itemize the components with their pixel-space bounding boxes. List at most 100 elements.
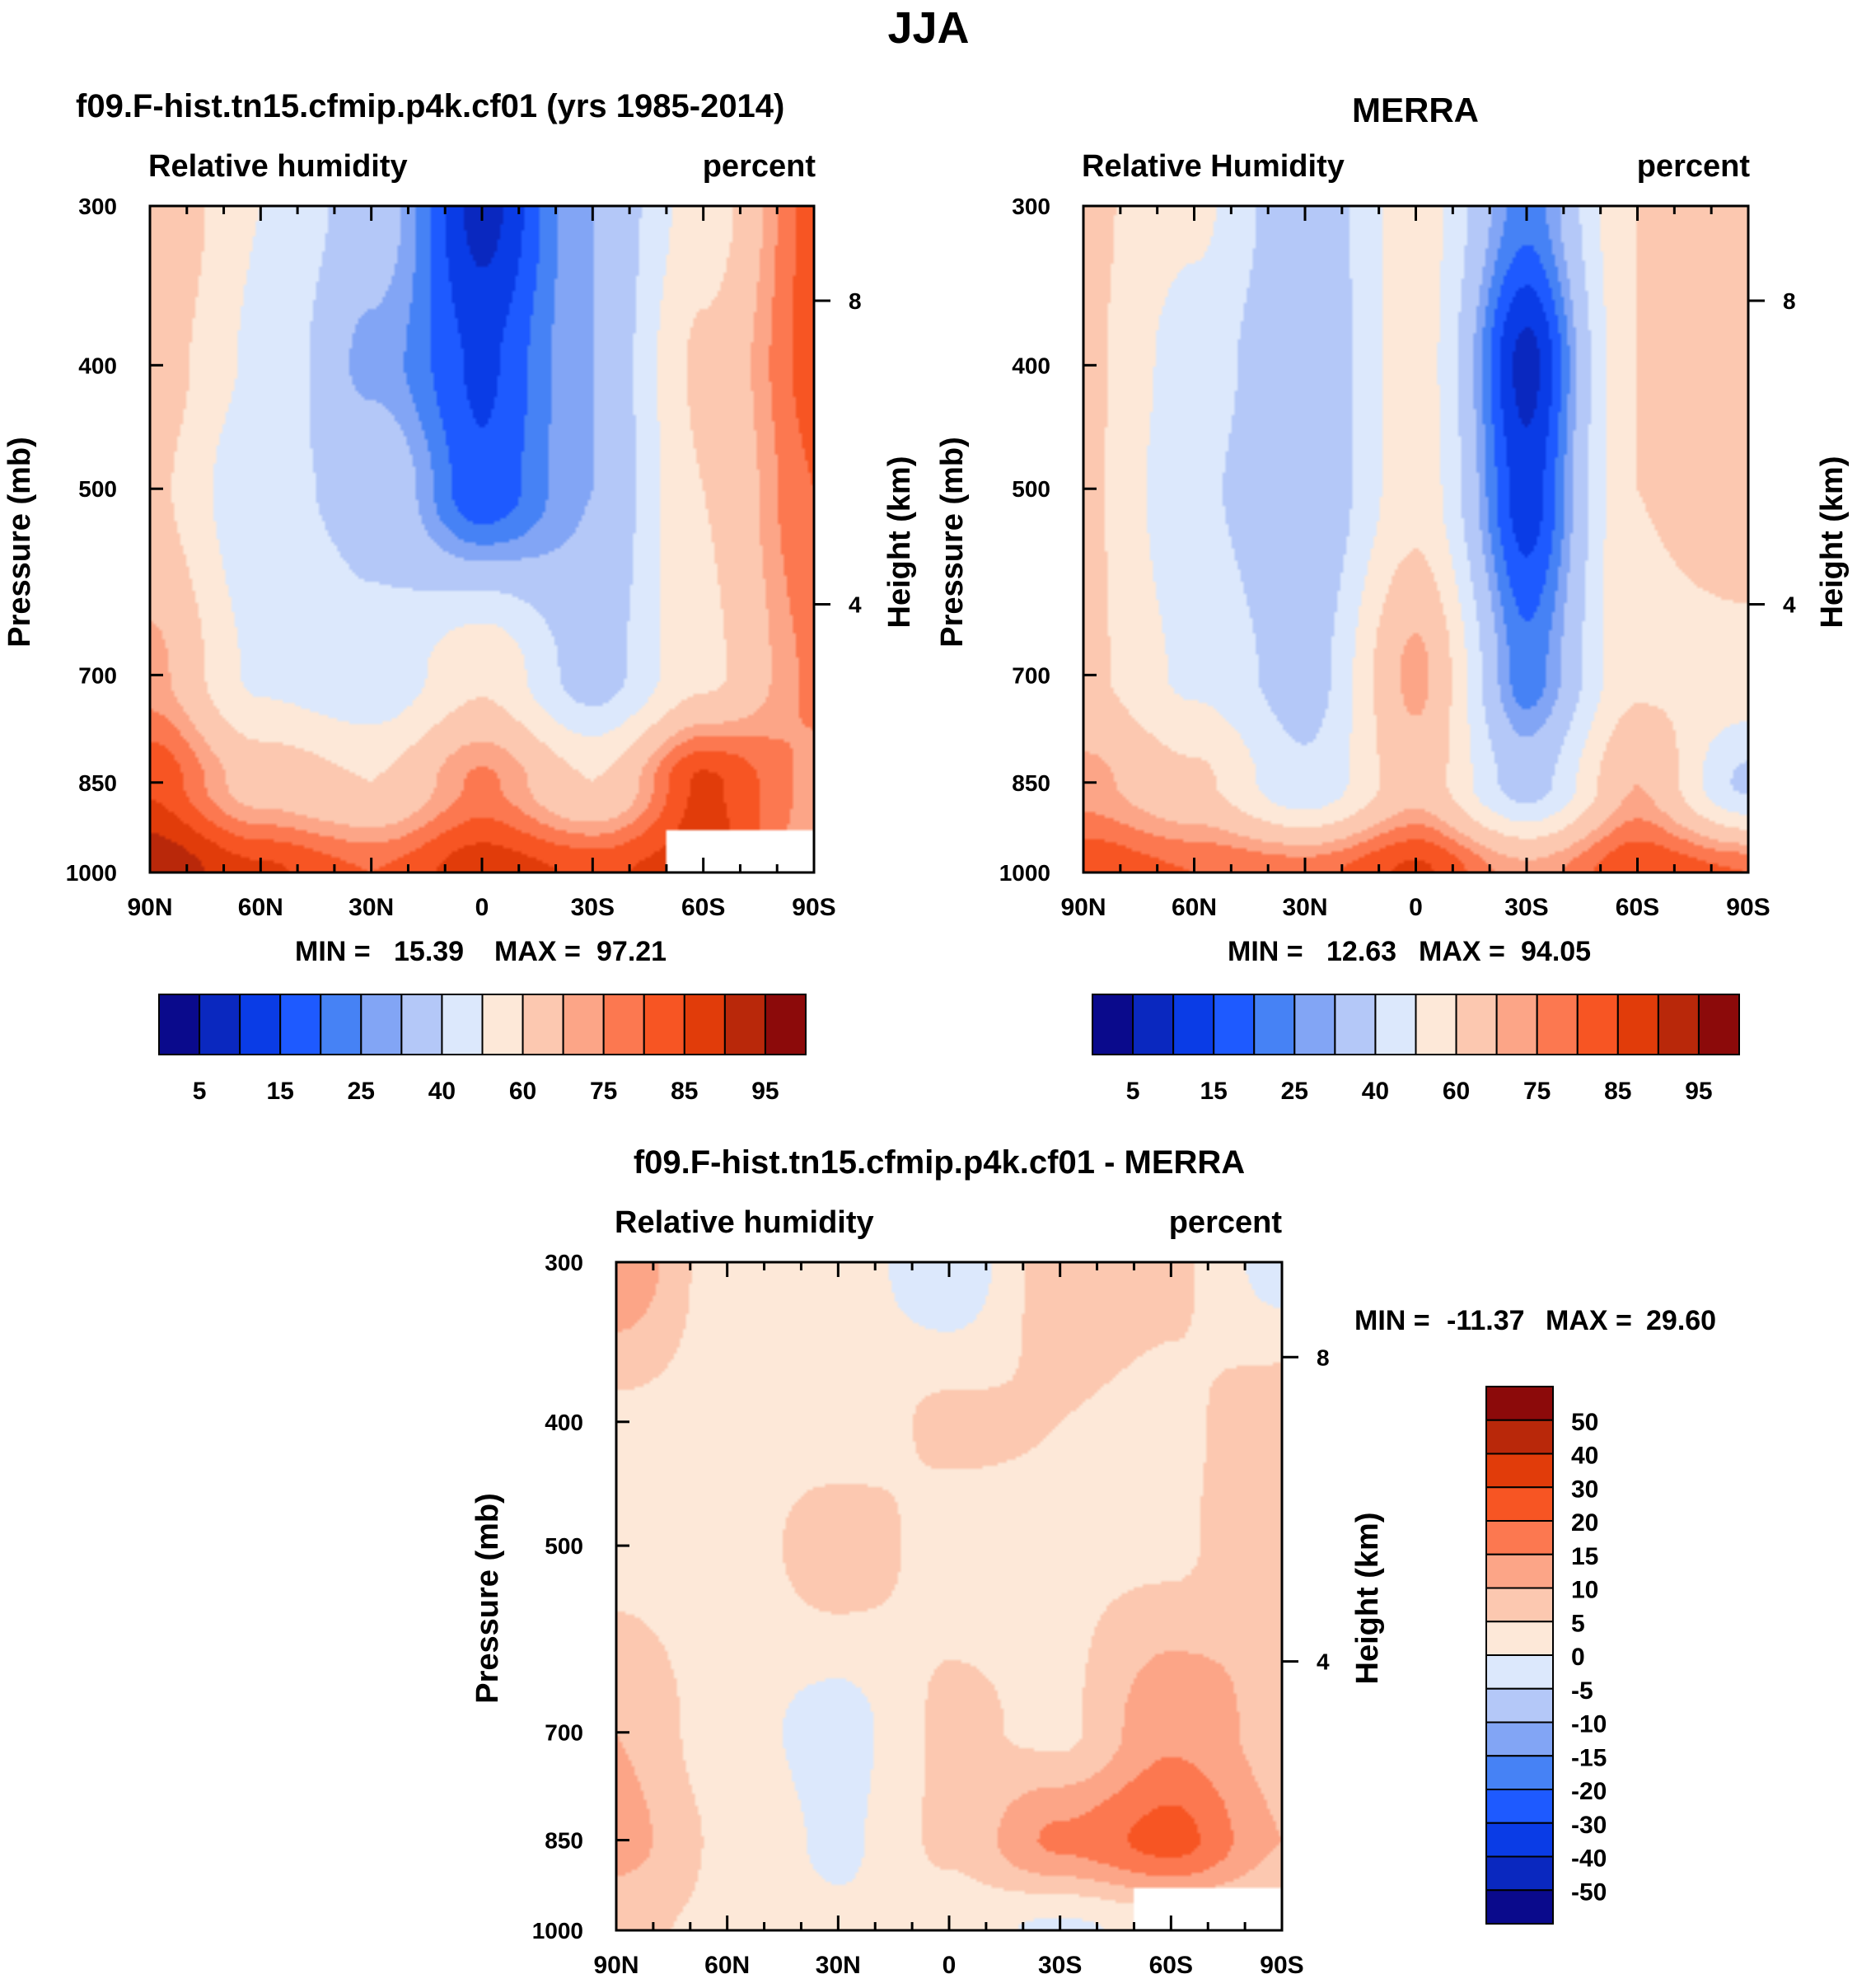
colorbar-box [1455, 994, 1498, 1055]
colorbar-label: -15 [1571, 1744, 1607, 1771]
colorbar-box [1657, 994, 1700, 1055]
contour-fill [616, 1262, 1282, 1930]
contour-plot: 90N 60N 30N 0 30S 60S 90S 300 400 500 700 850 1000 8 4 [532, 1250, 1330, 1979]
y-tick-label: 300 [1012, 194, 1050, 219]
colorbar-label: 60 [509, 1078, 536, 1105]
colorbar-abs: 5 15 25 40 60 75 85 95 [158, 994, 807, 1105]
colorbar-box [1485, 1520, 1554, 1555]
colorbar-box [239, 994, 282, 1055]
y-tick-label: 400 [78, 353, 117, 378]
panel-model: f09.F-hist.tn15.cfmip.p4k.cf01 (yrs 1985… [2, 88, 917, 1105]
colorbar-box [1293, 994, 1336, 1055]
y-tick-label: 850 [78, 770, 117, 796]
colorbar-box [1485, 1486, 1554, 1522]
colorbar-box [1697, 994, 1740, 1055]
x-tick-label: 90S [1260, 1952, 1303, 1979]
colorbar-box [1485, 1386, 1554, 1421]
y-axis-label: Pressure (mb) [2, 437, 37, 648]
colorbar-label: -10 [1571, 1711, 1607, 1738]
panel-units-label: percent [1637, 149, 1751, 184]
colorbar-box [1334, 994, 1377, 1055]
colorbar-box [1374, 994, 1417, 1055]
min-max-stats: MIN = 15.39 MAX = 97.21 [295, 936, 667, 967]
y2-tick-label: 8 [849, 288, 862, 314]
colorbar-label: 15 [1200, 1078, 1228, 1105]
y-axis-right-label: Height (km) [1815, 456, 1850, 629]
colorbar-box [320, 994, 363, 1055]
y-tick-label: 850 [545, 1828, 583, 1854]
y-axis-label: Pressure (mb) [935, 437, 970, 648]
colorbar-box [1485, 1755, 1554, 1790]
panel-title: f09.F-hist.tn15.cfmip.p4k.cf01 (yrs 1985… [76, 88, 784, 124]
colorbar-box [1213, 994, 1256, 1055]
contour-fill [1083, 206, 1748, 872]
y-tick-label: 400 [545, 1410, 583, 1435]
colorbar-abs: 5 15 25 40 60 75 85 95 [1092, 994, 1740, 1105]
colorbar-label: 5 [1571, 1610, 1585, 1637]
min-label: MIN = [1354, 1305, 1430, 1336]
colorbar-box [1576, 994, 1619, 1055]
colorbar-label: 50 [1571, 1409, 1598, 1436]
y2-tick-label: 4 [849, 592, 862, 617]
y-axis-label: Pressure (mb) [470, 1493, 505, 1704]
panel-units-label: percent [703, 149, 816, 184]
max-value: 97.21 [596, 936, 667, 967]
max-value: 29.60 [1646, 1305, 1716, 1336]
y-tick-label: 500 [78, 476, 117, 502]
colorbar-box [1485, 1654, 1554, 1690]
y-axis-right-label: Height (km) [882, 456, 917, 629]
x-tick-label: 0 [475, 894, 489, 921]
panel-units-label: percent [1169, 1205, 1283, 1240]
colorbar-label: -30 [1571, 1812, 1607, 1839]
colorbar-box [199, 994, 241, 1055]
y-tick-label: 1000 [999, 860, 1050, 886]
x-tick-label: 0 [1409, 894, 1423, 921]
x-tick-label: 0 [943, 1952, 957, 1979]
colorbar-box [764, 994, 807, 1055]
x-tick-label: 30S [571, 894, 615, 921]
colorbar-label: 25 [348, 1078, 375, 1105]
colorbar-box [400, 994, 443, 1055]
y-tick-label: 700 [545, 1720, 583, 1746]
min-label: MIN = [295, 936, 371, 967]
min-value: 12.63 [1326, 936, 1396, 967]
y-tick-label: 700 [78, 662, 117, 688]
colorbar-box [1132, 994, 1175, 1055]
x-tick-label: 90S [792, 894, 835, 921]
colorbar-box [562, 994, 605, 1055]
min-value: -11.37 [1447, 1305, 1525, 1336]
colorbar-label: 0 [1571, 1644, 1585, 1671]
panel-variable-label: Relative Humidity [1082, 149, 1345, 184]
x-tick-label: 60S [681, 894, 725, 921]
max-value: 94.05 [1521, 936, 1591, 967]
colorbar-label: 85 [1604, 1078, 1631, 1105]
colorbar-label: 30 [1571, 1476, 1598, 1503]
colorbar-label: -5 [1571, 1677, 1593, 1705]
colorbar-box [158, 994, 201, 1055]
x-tick-label: 30N [816, 1952, 861, 1979]
colorbar-box [1172, 994, 1215, 1055]
colorbar-box [683, 994, 726, 1055]
y-tick-label: 300 [78, 194, 117, 219]
x-tick-label: 30N [1282, 894, 1327, 921]
y-tick-label: 1000 [66, 860, 117, 886]
colorbar-label: 5 [193, 1078, 207, 1105]
colorbar-label: -40 [1571, 1845, 1607, 1873]
y2-tick-label: 8 [1783, 288, 1796, 314]
colorbar-label: 25 [1281, 1078, 1308, 1105]
x-tick-label: 60N [238, 894, 283, 921]
x-tick-label: 30N [348, 894, 394, 921]
colorbar-box [1485, 1789, 1554, 1824]
y-tick-label: 500 [1012, 476, 1050, 502]
colorbar-box [522, 994, 564, 1055]
colorbar-label: 40 [1362, 1078, 1389, 1105]
colorbar-box [1485, 1721, 1554, 1757]
colorbar-box [602, 994, 645, 1055]
panel-merra: MERRA Relative Humidity percent 90N 60N 30… [935, 91, 1850, 1105]
colorbar-box [1616, 994, 1659, 1055]
colorbar-label: 40 [1571, 1443, 1598, 1470]
max-label: MAX = [1546, 1305, 1632, 1336]
colorbar-label: -50 [1571, 1878, 1607, 1906]
max-label: MAX = [1419, 936, 1505, 967]
